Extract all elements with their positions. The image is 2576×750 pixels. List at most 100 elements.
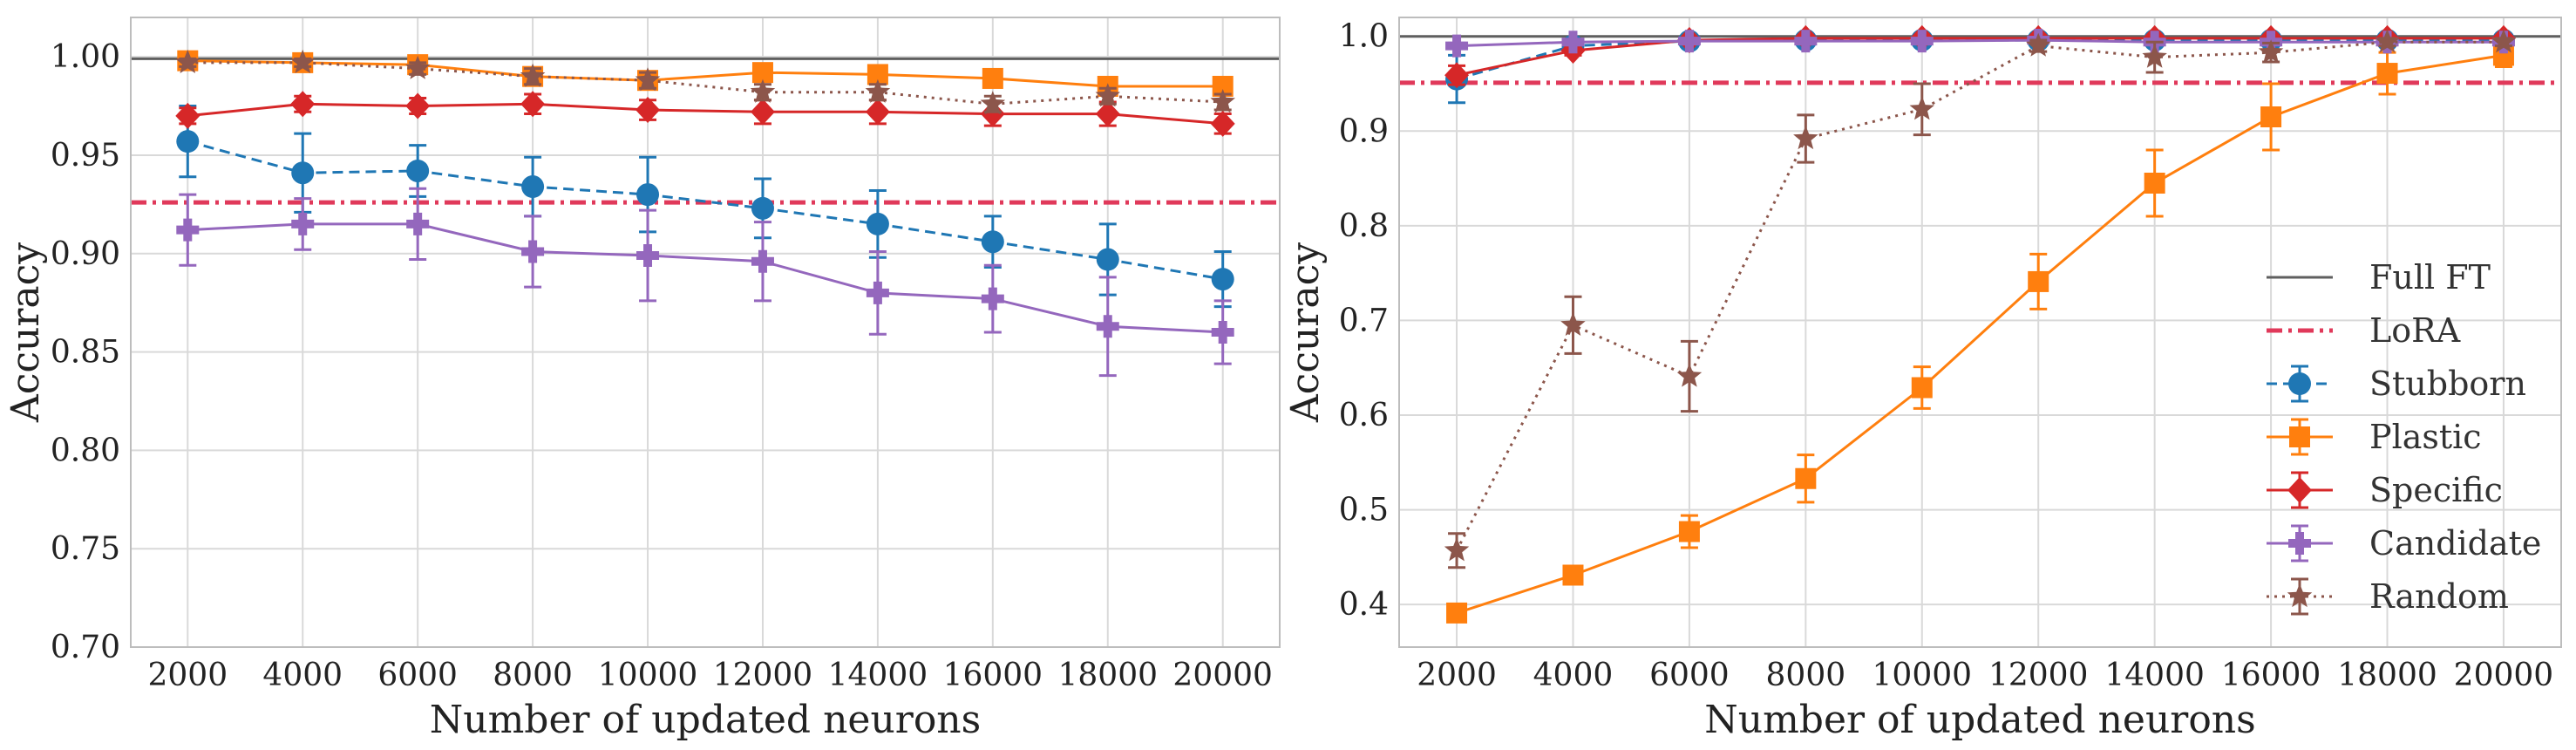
x-tick-label: 20000 [2454,658,2554,693]
x-tick-label: 10000 [598,658,698,693]
data-point [2144,173,2165,194]
chart-1: 2000 4000 6000 8000 10000 12000 14000 16000 1800… [3,17,1281,742]
x-axis-label: Number of updated neurons [1704,698,2255,742]
series-line-specific [1456,37,2504,77]
data-point [1211,268,1234,291]
data-point [1795,467,1817,489]
x-tick-label: 4000 [262,658,343,693]
data-point [1445,34,1469,58]
legend-marker [2287,583,2313,608]
data-point [291,161,315,185]
data-point [2258,39,2284,64]
plot-frame [1398,17,2562,648]
y-tick-label: 0.70 [51,630,120,665]
legend-label: Random [2369,577,2509,616]
data-point [981,287,1004,310]
data-point [1560,311,1586,336]
x-tick-label: 2000 [1417,658,1497,693]
data-point [865,99,890,126]
data-point [290,91,316,118]
data-point [521,175,545,199]
data-point [1095,83,1120,107]
data-point [750,78,776,103]
data-point [176,218,200,242]
data-point [751,196,774,220]
chart-2: 2000 4000 6000 8000 10000 12000 14000 16000 1800… [1283,17,2562,742]
x-tick-label: 20000 [1172,658,1273,693]
y-tick-label: 0.4 [1339,587,1389,623]
series-specific [175,91,1235,137]
x-tick-label: 6000 [1649,658,1730,693]
data-point [982,67,1003,89]
data-point [636,244,660,268]
x-tick-label: 6000 [377,658,458,693]
series-line-candidate [1456,38,2504,48]
data-point [2491,29,2517,53]
x-tick-label: 14000 [2104,658,2205,693]
data-point [1678,521,1700,542]
x-tick-label: 18000 [1057,658,1158,693]
data-point [866,212,889,235]
data-point [636,183,660,207]
data-point [636,97,661,124]
legend: Full FT LoRA Stubborn Plastic Specific Candid… [2267,258,2541,616]
data-point [404,55,431,79]
y-tick-label: 0.75 [51,531,120,567]
x-tick-label: 8000 [1766,658,1846,693]
legend-label: Plastic [2369,418,2482,456]
series-random [175,49,1235,115]
x-tick-label: 2000 [147,658,228,693]
data-point [520,91,546,118]
data-point [1793,126,1818,150]
data-point [1910,30,1934,53]
series-line-specific [187,102,1223,126]
data-point [1210,110,1235,137]
x-tick-label: 16000 [943,658,1043,693]
y-tick-label: 0.9 [1339,113,1389,149]
data-point [980,91,1006,115]
y-tick-label: 0.95 [51,138,120,174]
data-point [1095,100,1120,127]
data-point [865,78,891,103]
data-point [751,249,774,273]
data-point [1794,30,1818,53]
series-candidate [176,187,1234,378]
y-tick-label: 0.90 [51,236,120,272]
data-point [2376,63,2398,85]
legend-label: LoRA [2369,311,2461,350]
data-point [175,49,201,73]
series-random [1444,29,2517,569]
y-tick-label: 0.8 [1339,208,1389,244]
x-tick-label: 10000 [1873,658,1973,693]
data-point [521,240,545,263]
data-point [176,130,200,153]
data-point [866,281,889,304]
series-plastic [1446,42,2514,624]
data-point [1677,30,1701,53]
x-tick-label: 8000 [493,658,573,693]
data-point [1096,248,1119,271]
legend-marker [2289,426,2310,447]
data-point [980,100,1005,127]
data-point [1909,96,1934,120]
series-line-random [187,61,1223,106]
data-point [1562,564,1584,586]
data-point [520,63,546,87]
data-point [1911,377,1933,399]
data-point [1446,602,1468,624]
x-axis-label: Number of updated neurons [430,698,981,742]
data-point [2375,29,2400,53]
y-tick-label: 0.5 [1339,493,1389,528]
series-line-candidate [187,222,1223,334]
y-tick-label: 0.6 [1339,398,1389,433]
x-tick-label: 14000 [828,658,928,693]
data-point [1676,363,1703,387]
data-point [175,102,201,129]
data-point [1211,321,1234,344]
data-point [2142,44,2167,68]
data-point [2028,270,2049,292]
y-tick-label: 0.85 [51,335,120,371]
series-line-plastic [187,59,1223,88]
legend-marker [2288,532,2311,555]
legend-label: Full FT [2369,258,2491,297]
